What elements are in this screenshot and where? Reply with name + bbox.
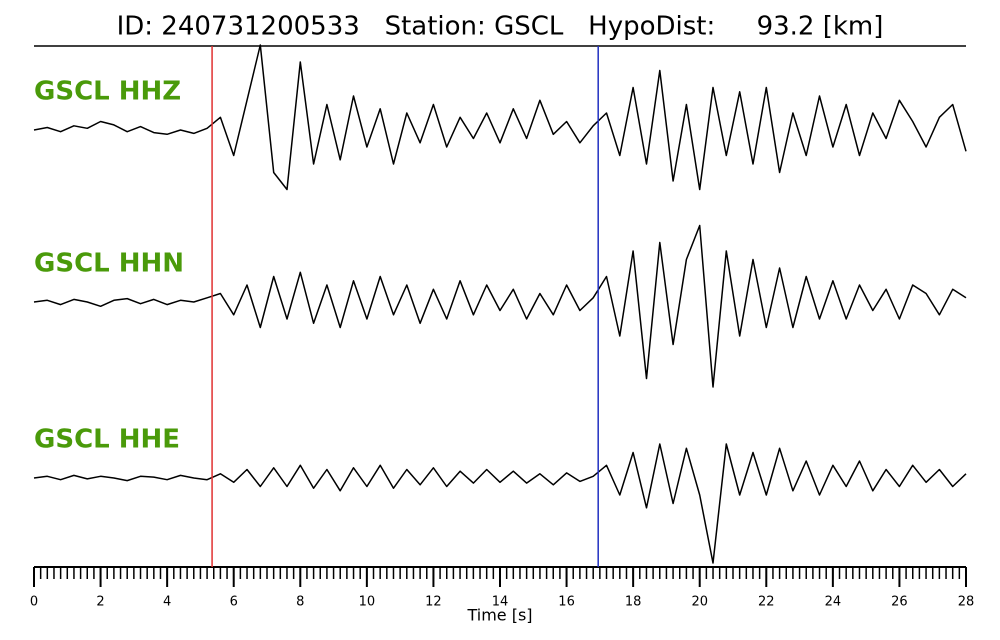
- x-tick-label: 0: [30, 595, 38, 610]
- x-tick-label: 6: [230, 595, 238, 610]
- x-tick-label: 20: [691, 595, 708, 610]
- x-tick-label: 4: [163, 595, 171, 610]
- x-tick-label: 28: [958, 595, 975, 610]
- x-tick-label: 8: [296, 595, 304, 610]
- chart-title: ID: 240731200533 Station: GSCL HypoDist:…: [117, 12, 884, 42]
- trace-label: GSCL HHN: [34, 249, 184, 279]
- x-tick-label: 18: [625, 595, 642, 610]
- x-tick-label: 2: [96, 595, 104, 610]
- trace-label: GSCL HHE: [34, 425, 180, 455]
- x-axis-label: Time [s]: [466, 606, 532, 625]
- x-tick-label: 16: [558, 595, 575, 610]
- trace-label: GSCL HHZ: [34, 77, 181, 107]
- trace: [33, 224, 967, 388]
- x-tick-label: 22: [758, 595, 775, 610]
- x-tick-label: 10: [359, 595, 376, 610]
- x-tick-label: 26: [891, 595, 908, 610]
- trace: [33, 443, 967, 564]
- x-tick-label: 24: [825, 595, 842, 610]
- x-tick-label: 14: [492, 595, 509, 610]
- x-tick-label: 12: [425, 595, 442, 610]
- trace: [33, 44, 967, 191]
